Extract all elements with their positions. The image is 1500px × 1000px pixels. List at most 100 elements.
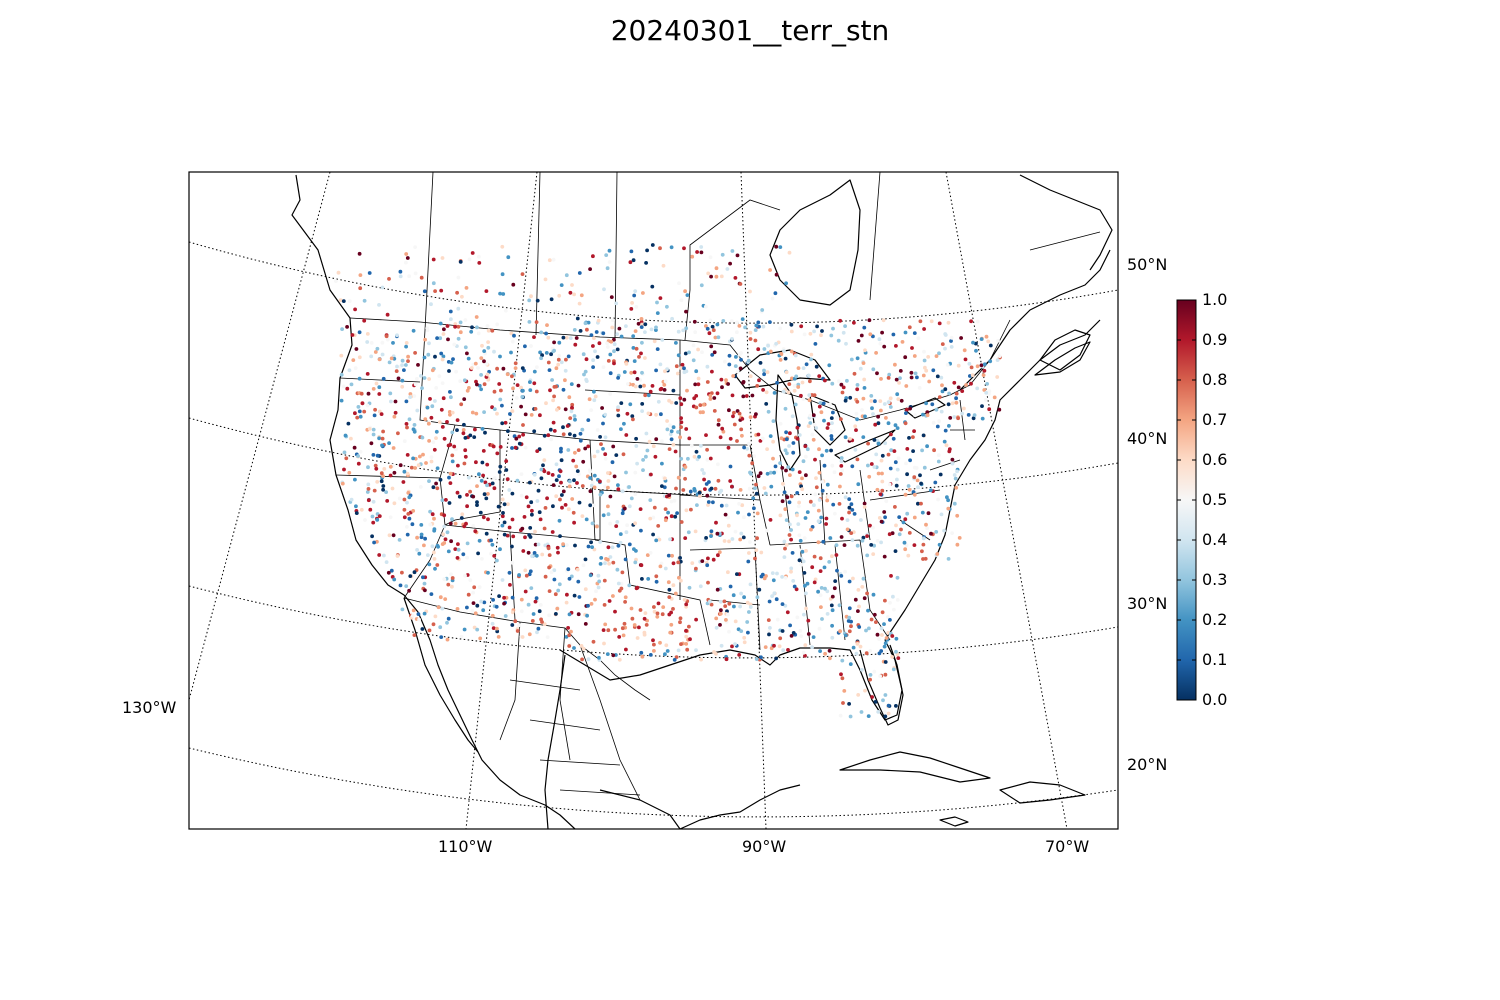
station-point: [687, 585, 692, 590]
station-point: [453, 324, 457, 329]
station-point: [724, 503, 729, 508]
station-point: [453, 322, 458, 326]
station-point: [632, 359, 637, 363]
station-point: [495, 629, 500, 634]
station-point: [519, 609, 524, 614]
station-point: [921, 536, 926, 541]
station-point: [890, 634, 895, 638]
station-point: [820, 480, 825, 484]
station-point: [882, 554, 887, 559]
station-point: [640, 654, 645, 659]
station-point: [541, 463, 545, 468]
station-point: [818, 593, 823, 598]
station-point: [628, 260, 633, 265]
station-point: [709, 274, 713, 279]
station-point: [475, 382, 479, 387]
station-point: [798, 629, 803, 633]
station-point: [581, 563, 586, 568]
station-point: [654, 328, 658, 332]
station-point: [800, 380, 805, 385]
station-point: [762, 486, 767, 490]
station-point: [549, 570, 554, 575]
station-point: [569, 382, 574, 386]
station-point: [442, 524, 447, 529]
station-point: [404, 341, 409, 345]
station-point: [572, 433, 577, 438]
station-point: [984, 334, 989, 339]
station-point: [377, 436, 381, 441]
station-point: [533, 529, 537, 534]
station-point: [866, 608, 870, 613]
station-point: [716, 478, 721, 483]
station-point: [429, 455, 434, 459]
station-point: [768, 320, 772, 324]
station-point: [395, 364, 399, 369]
station-point: [810, 565, 815, 570]
station-point: [720, 252, 725, 257]
station-point: [953, 476, 958, 481]
station-point: [997, 407, 1002, 412]
station-point: [793, 402, 798, 407]
station-point: [527, 298, 532, 303]
station-point: [757, 378, 761, 383]
station-point: [462, 378, 467, 383]
station-point: [461, 552, 466, 557]
station-point: [860, 408, 864, 412]
station-point: [710, 324, 715, 329]
station-point: [812, 554, 817, 559]
station-point: [936, 459, 941, 464]
station-point: [583, 369, 588, 374]
station-point: [534, 389, 539, 394]
station-point: [563, 503, 568, 507]
station-point: [629, 370, 634, 375]
station-point: [490, 328, 495, 333]
station-point: [719, 488, 724, 493]
station-point: [735, 439, 739, 443]
station-point: [528, 526, 533, 530]
station-point: [438, 336, 443, 341]
station-point: [381, 484, 386, 488]
station-point: [962, 348, 967, 353]
station-point: [402, 368, 406, 372]
station-point: [625, 382, 630, 386]
station-point: [723, 512, 728, 517]
station-point: [816, 589, 820, 594]
station-point: [548, 388, 552, 393]
station-point: [799, 562, 804, 567]
station-point: [433, 614, 438, 619]
station-point: [695, 503, 699, 507]
station-point: [535, 499, 540, 503]
station-point: [592, 473, 597, 478]
station-point: [538, 413, 542, 418]
station-point: [578, 329, 583, 333]
station-point: [690, 254, 695, 259]
station-point: [724, 657, 729, 662]
station-point: [905, 447, 910, 451]
station-point: [800, 476, 804, 481]
station-point: [543, 574, 548, 579]
station-point: [960, 411, 964, 416]
station-point: [903, 355, 908, 360]
station-point: [358, 286, 363, 291]
station-point: [880, 479, 885, 484]
station-point: [635, 377, 640, 381]
station-point: [463, 448, 468, 453]
station-point: [675, 371, 680, 376]
station-point: [510, 446, 514, 450]
station-point: [969, 365, 974, 370]
station-point: [797, 558, 802, 563]
station-point: [986, 339, 991, 344]
station-point: [676, 353, 681, 358]
station-point: [426, 352, 431, 357]
station-point: [712, 396, 717, 400]
station-point: [617, 657, 622, 662]
station-point: [568, 432, 572, 436]
station-point: [413, 245, 417, 250]
colorbar-tick-label: 0.8: [1202, 370, 1228, 389]
station-point: [559, 360, 564, 365]
station-point: [880, 488, 885, 493]
station-point: [750, 393, 755, 398]
station-point: [954, 391, 959, 396]
station-point: [557, 518, 562, 523]
station-point: [662, 485, 667, 490]
